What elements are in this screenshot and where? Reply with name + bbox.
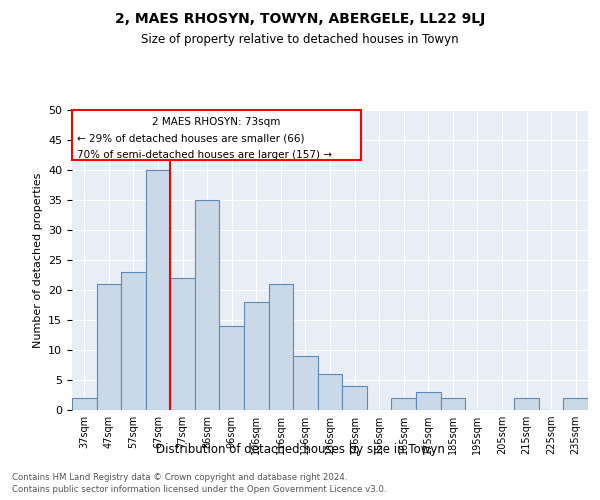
Bar xyxy=(416,392,440,410)
Bar xyxy=(170,278,195,410)
Text: Contains HM Land Registry data © Crown copyright and database right 2024.: Contains HM Land Registry data © Crown c… xyxy=(12,472,347,482)
Bar xyxy=(269,284,293,410)
Bar xyxy=(97,284,121,410)
Bar xyxy=(318,374,342,410)
Bar xyxy=(514,398,539,410)
Text: Contains public sector information licensed under the Open Government Licence v3: Contains public sector information licen… xyxy=(12,485,386,494)
Bar xyxy=(195,200,220,410)
Bar xyxy=(440,398,465,410)
Y-axis label: Number of detached properties: Number of detached properties xyxy=(32,172,43,348)
Text: Distribution of detached houses by size in Towyn: Distribution of detached houses by size … xyxy=(155,442,445,456)
Bar xyxy=(244,302,269,410)
Bar xyxy=(342,386,367,410)
Bar xyxy=(563,398,588,410)
Bar xyxy=(72,398,97,410)
Bar xyxy=(391,398,416,410)
Bar xyxy=(220,326,244,410)
Text: Size of property relative to detached houses in Towyn: Size of property relative to detached ho… xyxy=(141,32,459,46)
Text: 2, MAES RHOSYN, TOWYN, ABERGELE, LL22 9LJ: 2, MAES RHOSYN, TOWYN, ABERGELE, LL22 9L… xyxy=(115,12,485,26)
Bar xyxy=(121,272,146,410)
Bar xyxy=(146,170,170,410)
Text: 70% of semi-detached houses are larger (157) →: 70% of semi-detached houses are larger (… xyxy=(77,150,332,160)
FancyBboxPatch shape xyxy=(72,110,361,160)
Bar xyxy=(293,356,318,410)
Text: ← 29% of detached houses are smaller (66): ← 29% of detached houses are smaller (66… xyxy=(77,134,305,143)
Text: 2 MAES RHOSYN: 73sqm: 2 MAES RHOSYN: 73sqm xyxy=(152,118,281,128)
